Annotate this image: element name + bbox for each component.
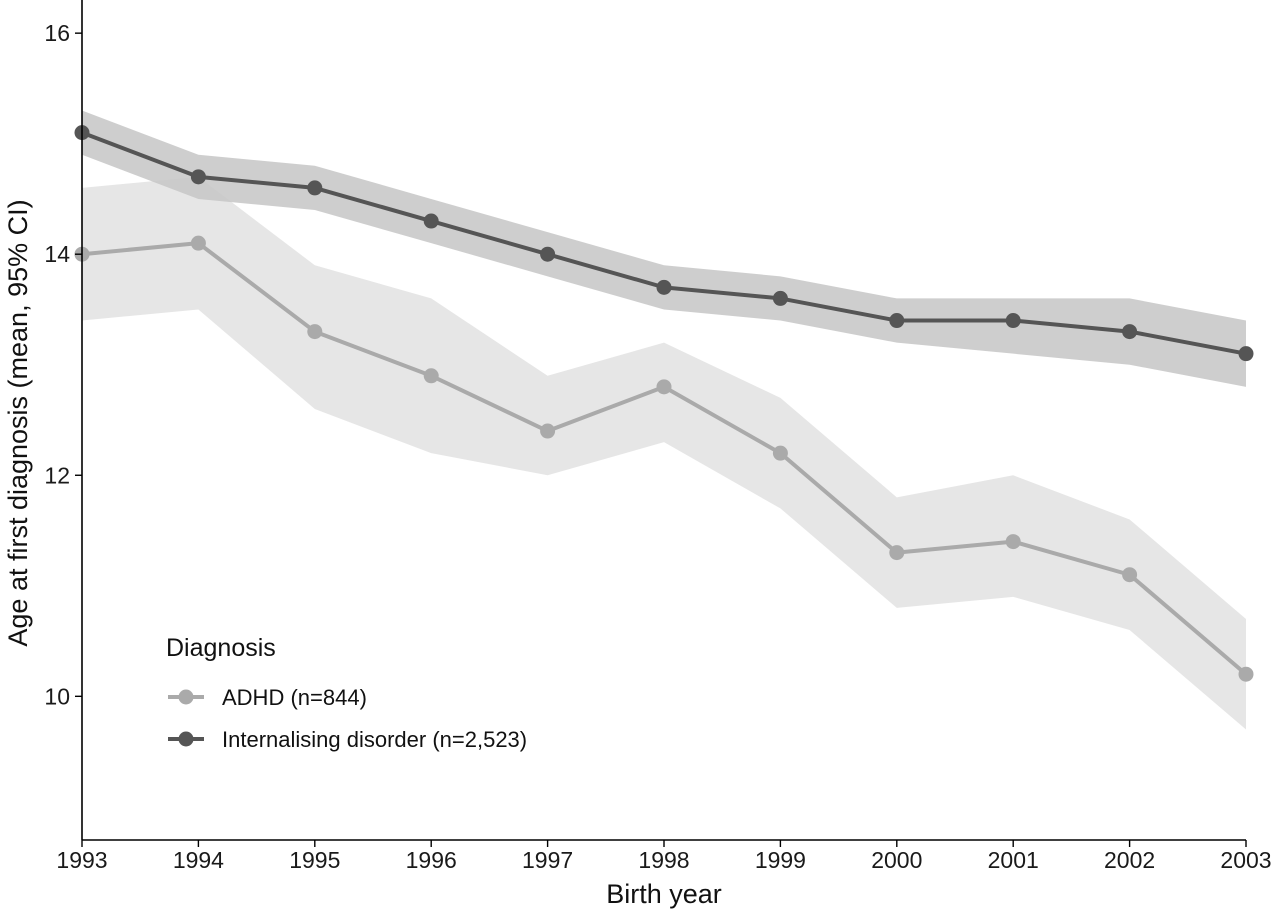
ci-bands [82, 110, 1246, 730]
x-tick-label: 2002 [1104, 847, 1155, 873]
adhd-ci-band [82, 176, 1246, 730]
adhd-point [1005, 534, 1021, 550]
x-tick-label: 2003 [1220, 847, 1271, 873]
legend-label-adhd: ADHD (n=844) [222, 685, 367, 710]
adhd-point [1238, 666, 1254, 682]
x-tick-label: 2000 [871, 847, 922, 873]
legend-title: Diagnosis [166, 634, 276, 662]
adhd-point [423, 368, 439, 384]
adhd-point [307, 324, 323, 340]
x-tick-label: 2001 [988, 847, 1039, 873]
y-tick-label: 12 [44, 462, 70, 488]
x-tick-label: 1999 [755, 847, 806, 873]
y-tick-label: 16 [44, 20, 70, 46]
adhd-point [656, 379, 672, 395]
internalising-point [1238, 346, 1254, 362]
internalising-point [772, 290, 788, 306]
adhd-point [540, 423, 556, 439]
internalising-point [656, 279, 672, 295]
x-ticks: 1993 1994 1995 1996 1997 1998 1999 2000 2001 2002… [56, 840, 1272, 873]
adhd-point [889, 545, 905, 561]
internalising-point [540, 246, 556, 262]
x-tick-label: 1993 [56, 847, 107, 873]
x-tick-label: 1995 [289, 847, 340, 873]
internalising-point [423, 213, 439, 229]
adhd-point [190, 235, 206, 251]
adhd-point [772, 445, 788, 461]
legend-key-adhd-point [178, 689, 194, 705]
internalising-point [1122, 324, 1138, 340]
x-tick-label: 1996 [406, 847, 457, 873]
y-axis-title: Age at first diagnosis (mean, 95% CI) [3, 199, 33, 646]
x-axis-title: Birth year [606, 879, 722, 909]
internalising-point [190, 169, 206, 185]
legend: Diagnosis ADHD (n=844) Internalising diso… [166, 634, 527, 752]
internalising-point [889, 313, 905, 329]
legend-items: ADHD (n=844) Internalising disorder (n=2,… [168, 685, 527, 752]
adhd-point [1122, 567, 1138, 583]
internalising-ci-band [82, 110, 1246, 387]
internalising-point [1005, 313, 1021, 329]
series-points [74, 125, 1254, 682]
x-tick-label: 1998 [638, 847, 689, 873]
y-ticks: 10 12 14 16 [44, 20, 82, 709]
legend-key-internalising-point [178, 731, 194, 747]
y-tick-label: 14 [44, 241, 70, 267]
legend-label-internalising: Internalising disorder (n=2,523) [222, 727, 527, 752]
y-tick-label: 10 [44, 683, 70, 709]
x-tick-label: 1994 [173, 847, 224, 873]
internalising-point [307, 180, 323, 196]
x-tick-label: 1997 [522, 847, 573, 873]
